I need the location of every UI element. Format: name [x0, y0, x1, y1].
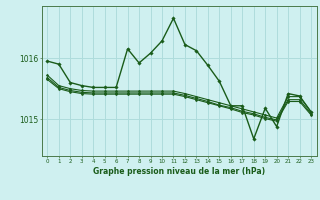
X-axis label: Graphe pression niveau de la mer (hPa): Graphe pression niveau de la mer (hPa) — [93, 167, 265, 176]
